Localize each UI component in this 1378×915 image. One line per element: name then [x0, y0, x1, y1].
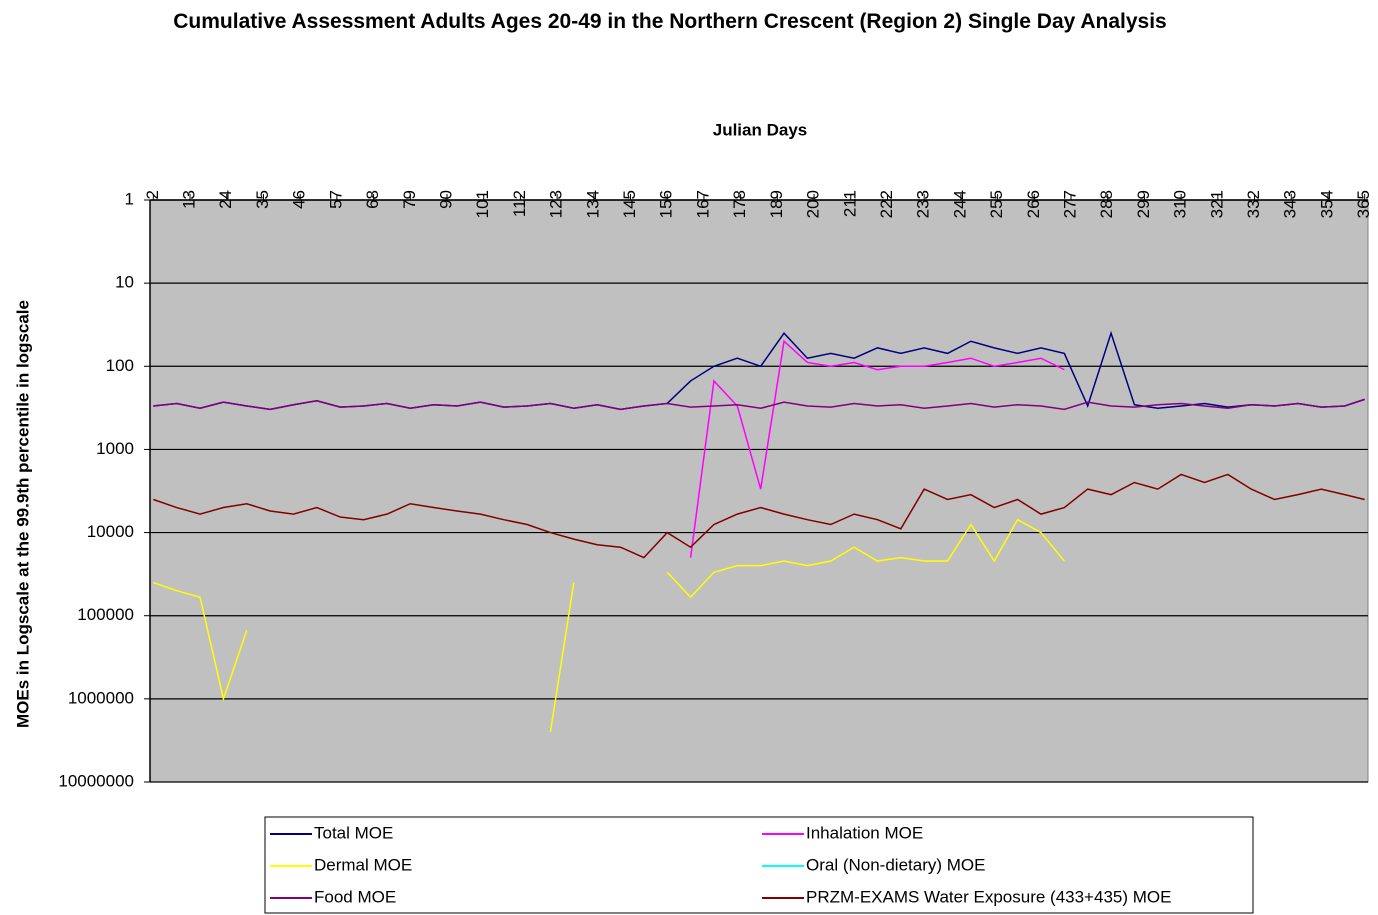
x-tick-label: 200 [804, 190, 823, 218]
x-tick-label: 145 [620, 190, 639, 218]
x-tick-label: 134 [583, 190, 602, 218]
x-tick-label: 46 [290, 190, 309, 209]
x-tick-label: 112 [510, 190, 529, 217]
chart-title: Cumulative Assessment Adults Ages 20-49 … [173, 10, 1167, 33]
x-tick-label: 299 [1134, 190, 1153, 218]
x-tick-label: 156 [657, 190, 676, 218]
x-tick-label: 266 [1024, 190, 1043, 218]
x-tick-label: 343 [1281, 190, 1300, 218]
x-tick-label: 211 [840, 190, 859, 217]
x-tick-label: 255 [987, 190, 1006, 218]
legend-label: Food MOE [314, 887, 396, 906]
x-tick-label: 90 [436, 190, 455, 209]
x-tick-label: 189 [767, 190, 786, 218]
y-tick-label: 1 [125, 189, 134, 208]
x-tick-label: 57 [326, 190, 345, 209]
y-tick-label: 10000000 [58, 771, 134, 790]
x-axis-title: Julian Days [713, 120, 808, 139]
x-tick-label: 35 [253, 190, 272, 209]
x-tick-label: 354 [1317, 190, 1336, 218]
x-tick-label: 123 [547, 190, 566, 218]
legend-label: PRZM-EXAMS Water Exposure (433+435) MOE [806, 887, 1171, 906]
x-tick-label: 288 [1097, 190, 1116, 218]
x-tick-label: 332 [1244, 190, 1263, 218]
x-tick-label: 167 [693, 190, 712, 218]
x-tick-label: 68 [363, 190, 382, 209]
x-tick-label: 277 [1060, 190, 1079, 218]
x-tick-label: 365 [1354, 190, 1373, 218]
series-line [153, 473, 1365, 559]
legend [264, 816, 1254, 914]
x-tick-label: 13 [180, 190, 199, 209]
x-tick-label: 101 [473, 190, 492, 218]
y-tick-label: 10 [115, 273, 134, 292]
series-line [153, 518, 1065, 733]
y-tick-label: 10000 [87, 522, 134, 541]
x-tick-label: 233 [914, 190, 933, 218]
x-tick-label: 79 [400, 190, 419, 209]
legend-label: Inhalation MOE [806, 823, 923, 842]
y-tick-label: 100000 [77, 605, 134, 624]
y-axis-title: MOEs in Logscale at the 99.9th percentil… [13, 300, 32, 728]
y-tick-label: 1000000 [68, 688, 134, 707]
x-tick-label: 178 [730, 190, 749, 218]
legend-label: Oral (Non-dietary) MOE [806, 855, 985, 874]
y-tick-label: 100 [106, 356, 134, 375]
legend-label: Dermal MOE [314, 855, 412, 874]
x-tick-label: 222 [877, 190, 896, 218]
legend-label: Total MOE [314, 823, 393, 842]
x-tick-label: 244 [950, 190, 969, 218]
plot-area [149, 199, 1369, 783]
x-tick-label: 24 [216, 190, 235, 209]
x-tick-label: 310 [1171, 190, 1190, 218]
series-line [153, 398, 1365, 411]
x-tick-label: 321 [1207, 190, 1226, 218]
y-tick-label: 1000 [96, 439, 134, 458]
series-line [689, 339, 1065, 558]
x-tick-label: 2 [143, 190, 162, 199]
